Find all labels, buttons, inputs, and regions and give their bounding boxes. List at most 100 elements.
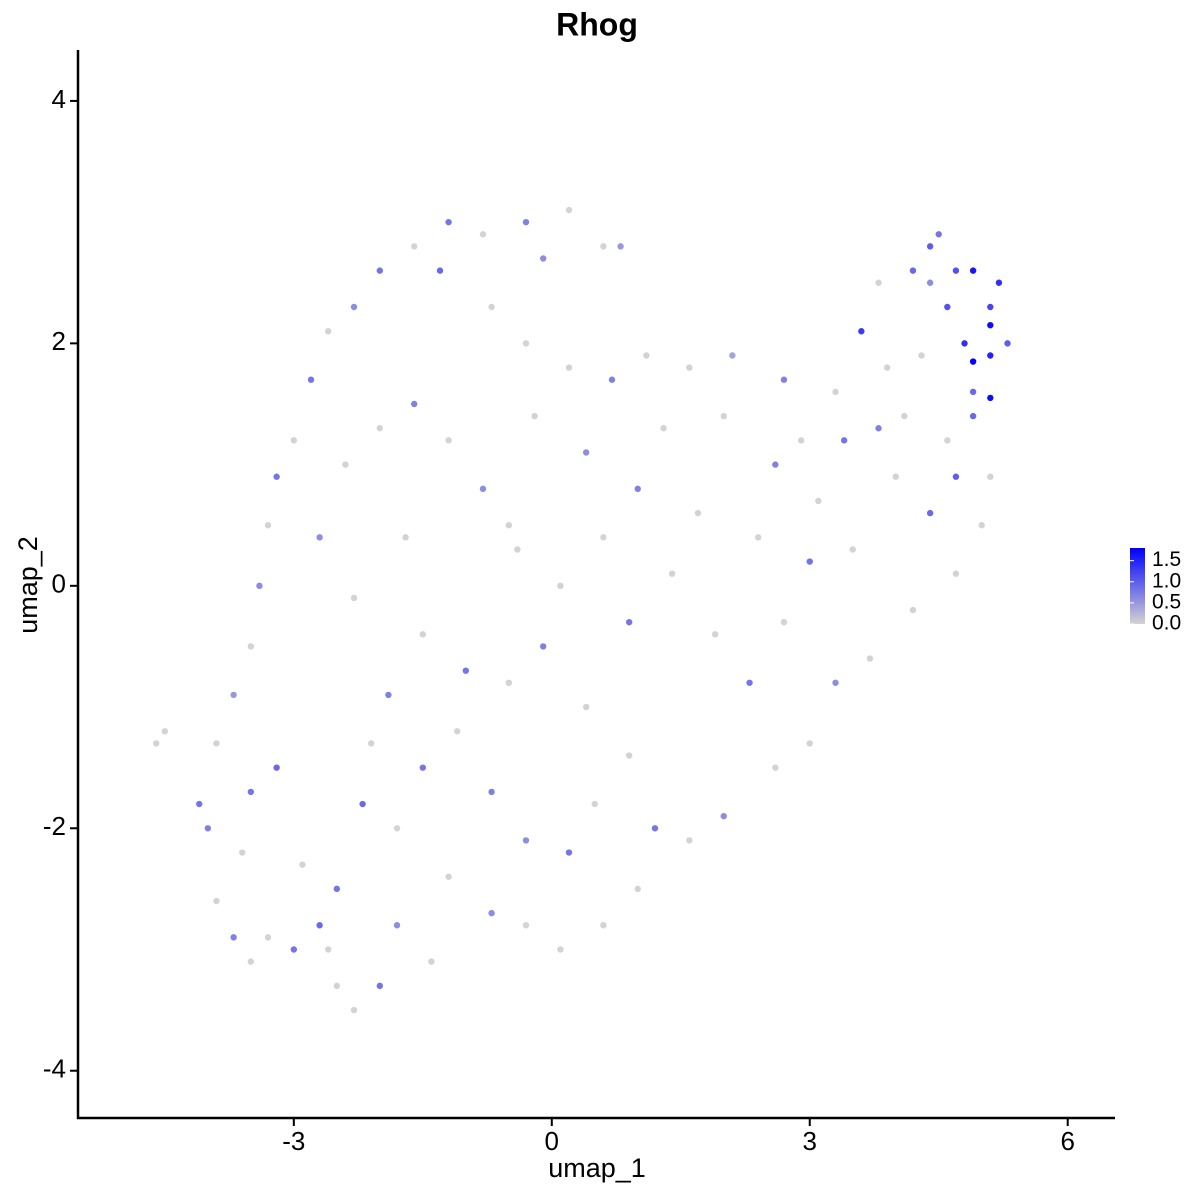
- point: [436, 267, 444, 274]
- point: [565, 849, 573, 856]
- point: [944, 437, 951, 444]
- point: [385, 691, 392, 699]
- y-tick-label: 4: [52, 84, 66, 114]
- x-tick-label: -3: [282, 1126, 305, 1156]
- point: [299, 861, 306, 868]
- point: [273, 764, 280, 771]
- point: [660, 425, 667, 432]
- point: [522, 340, 530, 347]
- point: [557, 946, 564, 953]
- point: [539, 643, 547, 650]
- point: [350, 303, 358, 311]
- point: [815, 497, 822, 505]
- point: [969, 412, 977, 420]
- colorbar-tick-label: 0.0: [1152, 612, 1181, 635]
- chart-title: Rhog: [556, 6, 638, 42]
- point: [866, 655, 874, 662]
- point: [600, 922, 607, 929]
- point: [600, 534, 607, 541]
- colorbar-tick-label: 1.5: [1152, 548, 1181, 571]
- point: [316, 534, 323, 541]
- point: [969, 267, 977, 274]
- point: [892, 473, 899, 480]
- point: [987, 352, 994, 359]
- point: [539, 255, 547, 262]
- point: [754, 534, 762, 541]
- point: [479, 231, 487, 238]
- point: [230, 691, 237, 699]
- point: [944, 303, 951, 311]
- point: [909, 267, 917, 274]
- point: [557, 582, 564, 590]
- point: [901, 412, 908, 420]
- point: [565, 364, 573, 371]
- point: [376, 982, 384, 990]
- point: [454, 728, 461, 735]
- point: [582, 703, 590, 711]
- point: [247, 788, 255, 796]
- x-tick-label: 6: [1060, 1126, 1074, 1156]
- point: [608, 376, 616, 383]
- point: [393, 922, 401, 929]
- point: [350, 594, 358, 602]
- point: [316, 922, 323, 929]
- point: [935, 231, 942, 238]
- point: [393, 825, 401, 832]
- point: [411, 243, 418, 250]
- point: [445, 873, 452, 880]
- point: [342, 461, 349, 468]
- point: [625, 752, 633, 759]
- point: [368, 740, 375, 747]
- point: [591, 800, 598, 808]
- point: [772, 461, 779, 468]
- point: [909, 606, 917, 614]
- point: [161, 728, 169, 735]
- point: [952, 570, 960, 577]
- point: [952, 473, 960, 480]
- point: [858, 328, 865, 335]
- colorbar-tick-label: 1.0: [1152, 569, 1181, 592]
- point: [333, 885, 341, 893]
- point: [995, 279, 1003, 286]
- point: [694, 509, 702, 517]
- point: [522, 218, 530, 226]
- point: [230, 934, 237, 941]
- point: [290, 437, 298, 444]
- point: [987, 473, 994, 480]
- x-axis-label: umap_1: [548, 1153, 646, 1183]
- point: [359, 800, 366, 808]
- point: [325, 328, 332, 335]
- point: [875, 425, 882, 432]
- x-tick-label: 3: [803, 1126, 817, 1156]
- point: [987, 321, 994, 329]
- point: [806, 740, 813, 747]
- point: [582, 449, 590, 456]
- point: [196, 800, 203, 808]
- point: [213, 740, 220, 747]
- point: [840, 437, 848, 444]
- point: [780, 376, 788, 383]
- point: [634, 485, 641, 493]
- point: [780, 618, 788, 626]
- point: [428, 958, 435, 965]
- point: [797, 437, 805, 444]
- point: [213, 897, 220, 905]
- point: [445, 218, 452, 226]
- point: [926, 509, 934, 517]
- x-tick-label: 0: [545, 1126, 559, 1156]
- point: [247, 643, 255, 650]
- point: [987, 303, 994, 311]
- point: [479, 485, 487, 493]
- point: [204, 825, 212, 832]
- point: [883, 364, 891, 371]
- point: [600, 243, 607, 250]
- point: [832, 679, 839, 686]
- point: [729, 352, 736, 359]
- point: [402, 534, 409, 541]
- y-axis-label: umap_2: [13, 536, 43, 634]
- point: [969, 388, 977, 396]
- point: [987, 394, 994, 402]
- point: [264, 934, 272, 941]
- point: [514, 546, 521, 553]
- point: [273, 473, 280, 480]
